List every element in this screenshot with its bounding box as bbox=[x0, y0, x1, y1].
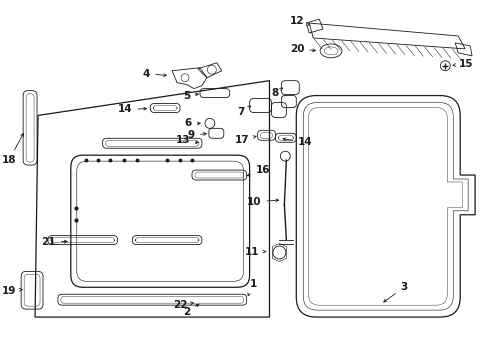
Text: 3: 3 bbox=[383, 282, 407, 302]
Text: 14: 14 bbox=[118, 104, 146, 114]
Text: 8: 8 bbox=[271, 87, 282, 98]
Text: 13: 13 bbox=[175, 135, 198, 145]
Text: 5: 5 bbox=[183, 91, 198, 100]
Text: 22: 22 bbox=[172, 300, 193, 310]
Text: 17: 17 bbox=[235, 135, 255, 145]
Text: 14: 14 bbox=[283, 137, 312, 147]
Text: 7: 7 bbox=[237, 106, 250, 117]
Text: 6: 6 bbox=[184, 118, 200, 129]
Text: 12: 12 bbox=[289, 16, 309, 26]
Text: 11: 11 bbox=[244, 247, 265, 257]
Text: 19: 19 bbox=[2, 286, 22, 296]
Text: 9: 9 bbox=[187, 130, 206, 140]
Text: 4: 4 bbox=[142, 69, 166, 79]
Text: 20: 20 bbox=[289, 44, 315, 54]
Text: 18: 18 bbox=[1, 134, 23, 165]
Text: 2: 2 bbox=[183, 304, 199, 317]
Text: 16: 16 bbox=[246, 165, 269, 176]
Text: 21: 21 bbox=[41, 237, 67, 247]
Text: 1: 1 bbox=[247, 279, 256, 296]
Text: 10: 10 bbox=[246, 197, 278, 207]
Text: 15: 15 bbox=[452, 59, 473, 69]
